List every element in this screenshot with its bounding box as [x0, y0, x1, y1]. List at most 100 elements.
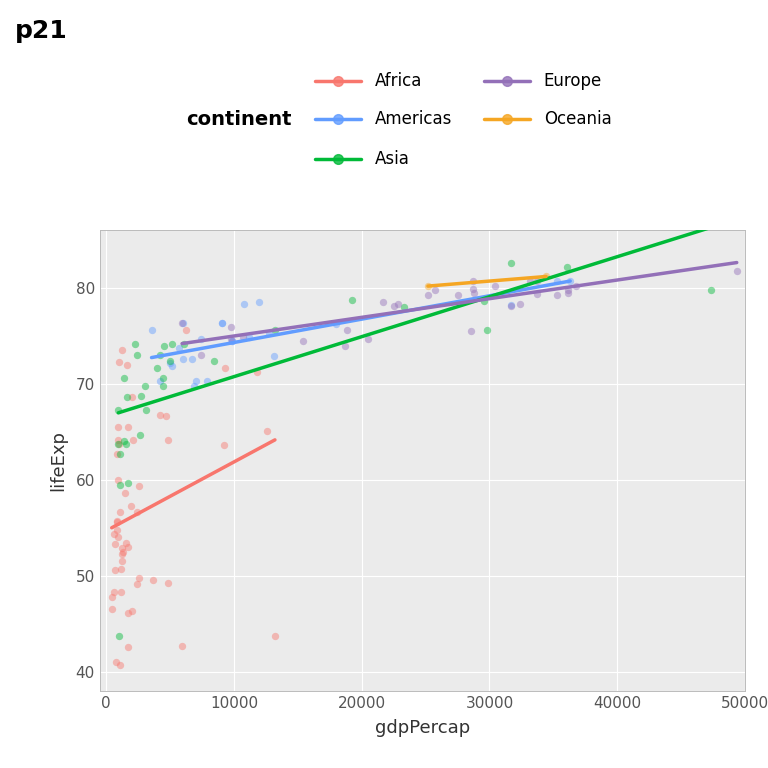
Point [122, 607, 134, 620]
Point [237, 331, 249, 343]
Point [570, 280, 582, 293]
Point [164, 355, 176, 367]
Point [157, 339, 170, 352]
Point [157, 380, 170, 392]
Point [225, 321, 237, 333]
Point [564, 275, 576, 287]
Point [174, 343, 186, 355]
Text: Asia: Asia [375, 150, 409, 168]
Point [180, 324, 192, 336]
Point [218, 439, 230, 452]
Point [164, 356, 176, 369]
Point [268, 350, 280, 362]
Point [195, 333, 207, 345]
Point [112, 474, 124, 486]
Point [178, 338, 190, 350]
Point [117, 546, 129, 558]
Point [112, 421, 124, 433]
Point [260, 425, 273, 437]
Point [119, 487, 131, 499]
Point [115, 586, 127, 598]
Point [112, 438, 124, 450]
Point [122, 641, 134, 653]
Point [134, 571, 146, 584]
Point [114, 478, 127, 491]
Point [201, 375, 214, 387]
Point [225, 335, 237, 347]
Point [113, 438, 125, 450]
Point [116, 548, 128, 560]
Point [478, 296, 491, 308]
X-axis label: gdpPercap: gdpPercap [375, 720, 470, 737]
Point [505, 299, 517, 312]
Point [330, 319, 343, 331]
Point [113, 356, 125, 368]
Point [208, 355, 220, 367]
Point [129, 338, 141, 350]
Point [108, 528, 120, 540]
Point [109, 538, 121, 551]
Point [429, 284, 442, 296]
Point [111, 433, 124, 445]
Point [377, 296, 389, 309]
Point [216, 316, 228, 329]
Point [114, 448, 126, 460]
Point [121, 541, 134, 553]
Point [704, 284, 717, 296]
Text: p21: p21 [15, 19, 68, 43]
Point [140, 404, 152, 416]
Text: Africa: Africa [375, 71, 422, 90]
Point [131, 505, 143, 518]
Point [561, 286, 574, 299]
Text: continent: continent [187, 110, 292, 128]
Point [125, 500, 137, 512]
Point [105, 602, 118, 614]
Point [561, 261, 574, 273]
Point [122, 421, 134, 433]
Point [122, 477, 134, 489]
Point [190, 375, 202, 387]
Point [154, 409, 166, 421]
Point [263, 327, 276, 339]
Point [131, 578, 144, 590]
Point [422, 289, 434, 301]
Point [160, 409, 172, 422]
Point [215, 316, 227, 329]
Point [126, 392, 138, 404]
Point [118, 372, 130, 385]
Y-axis label: lifeExp: lifeExp [49, 430, 68, 492]
Point [399, 301, 411, 313]
Point [116, 554, 128, 567]
Point [139, 380, 151, 392]
Point [111, 515, 123, 528]
Point [167, 338, 179, 350]
Point [540, 270, 552, 283]
Point [177, 353, 190, 366]
Point [346, 293, 358, 306]
Text: Europe: Europe [544, 71, 602, 90]
Point [238, 298, 250, 310]
Point [115, 344, 127, 356]
Point [515, 298, 527, 310]
Point [551, 275, 563, 287]
Point [111, 524, 123, 536]
Point [147, 574, 159, 586]
Point [392, 298, 404, 310]
Point [250, 366, 263, 378]
Point [113, 630, 125, 642]
Point [468, 286, 481, 299]
Point [243, 331, 256, 343]
Point [467, 275, 479, 287]
Point [131, 349, 144, 362]
Point [134, 429, 146, 441]
Point [481, 324, 493, 336]
Point [177, 316, 190, 329]
Point [120, 538, 132, 550]
Point [157, 372, 170, 385]
Point [339, 339, 351, 352]
Point [161, 577, 174, 589]
Point [422, 280, 434, 293]
Point [112, 404, 124, 416]
Point [195, 349, 207, 362]
Point [388, 300, 400, 313]
